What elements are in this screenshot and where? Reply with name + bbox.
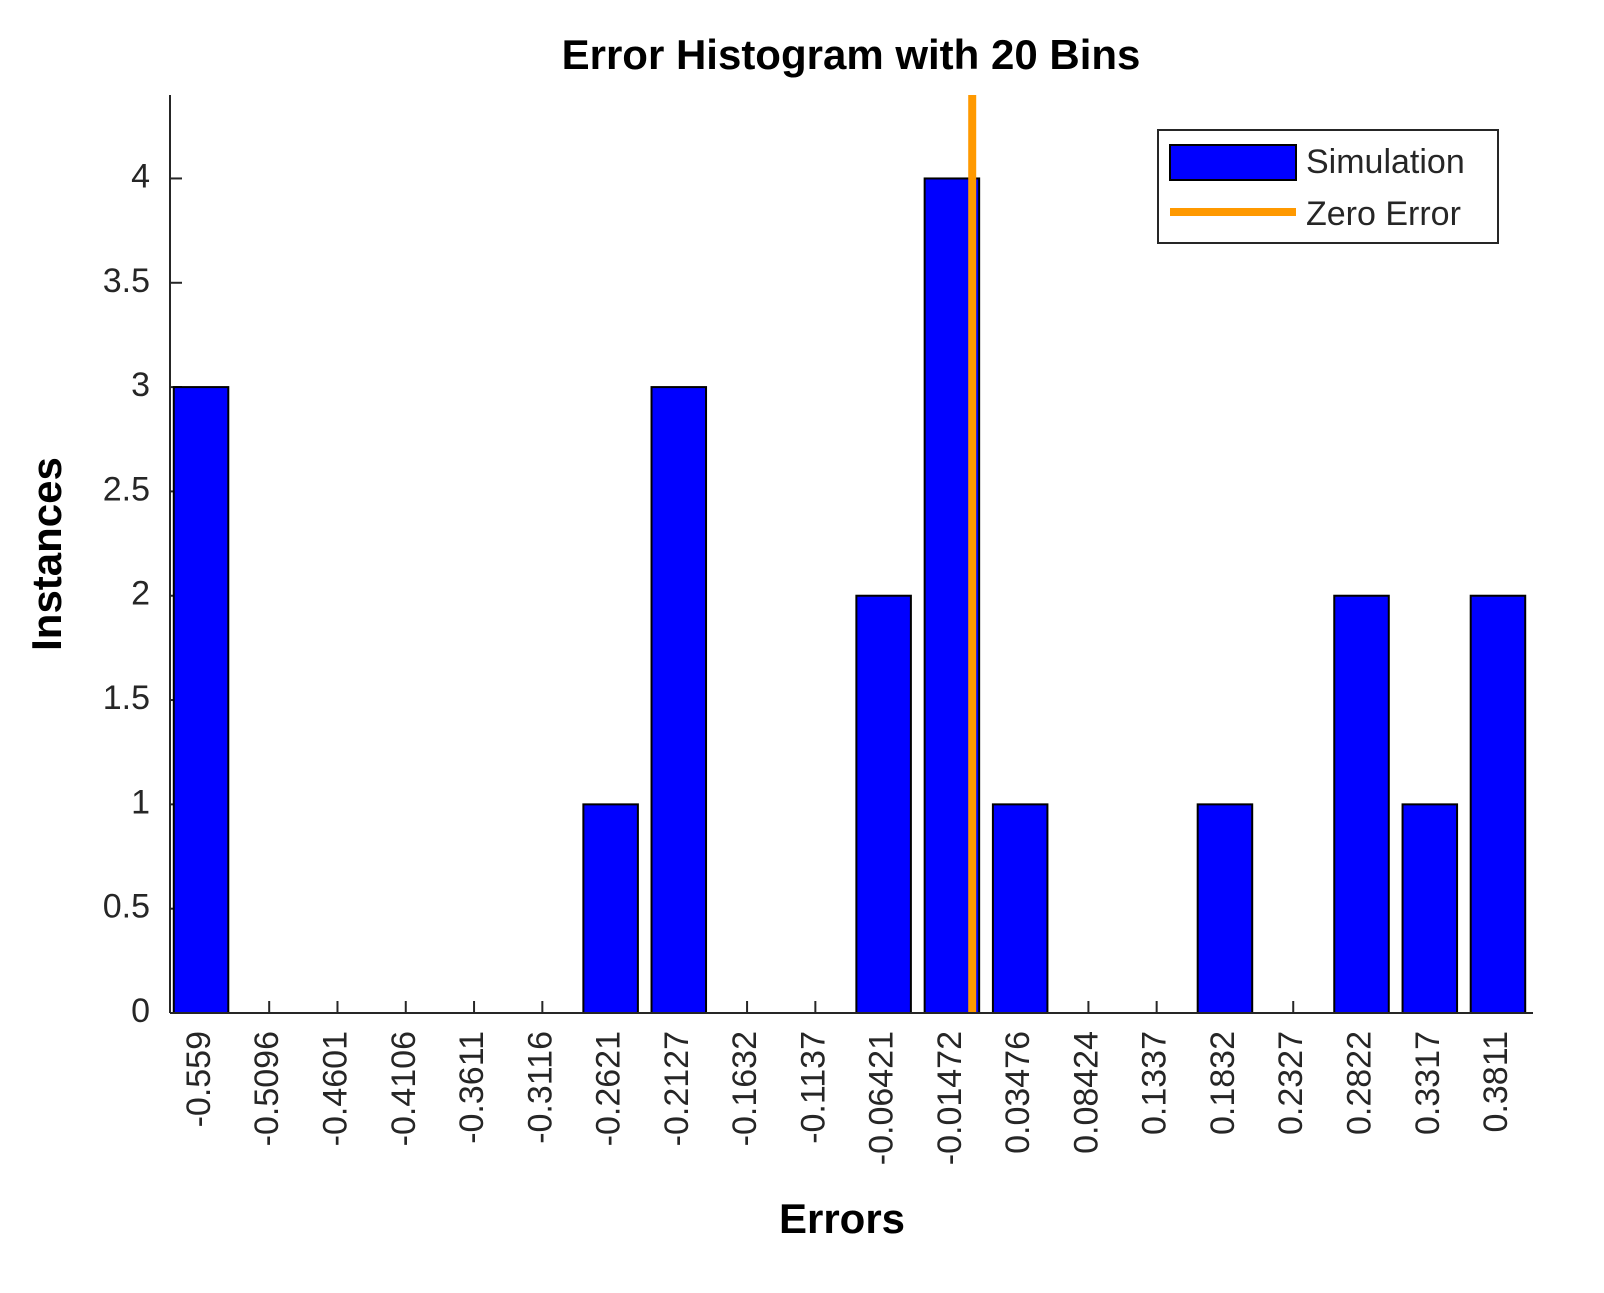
legend-label: Simulation [1306, 143, 1465, 181]
x-tick-label: 0.1337 [1136, 1031, 1174, 1135]
bar [582, 803, 639, 1015]
x-tick-label: -0.4106 [385, 1031, 423, 1146]
x-tick-label: -0.3611 [453, 1031, 491, 1144]
x-tick-label: -0.3116 [521, 1031, 559, 1144]
x-tick-label: -0.559 [180, 1031, 218, 1127]
x-tick-label: 0.2327 [1272, 1031, 1310, 1135]
x-tick-label: -0.4601 [316, 1031, 354, 1146]
y-tick-label: 2.5 [103, 470, 150, 508]
bar [1196, 803, 1254, 1015]
y-tick-label: 1.5 [103, 679, 150, 717]
x-tick-label: -0.5096 [248, 1031, 286, 1146]
bar [650, 386, 708, 1015]
x-tick-label: 0.1832 [1204, 1031, 1242, 1135]
x-tick-label: 0.08424 [1067, 1031, 1105, 1154]
x-tick-label: 0.2822 [1341, 1031, 1379, 1135]
y-tick-label: 3 [131, 366, 150, 404]
y-tick-label: 4 [131, 157, 150, 195]
x-tick-label: 0.3811 [1477, 1031, 1515, 1132]
legend-label: Zero Error [1306, 195, 1461, 233]
x-tick-label: -0.06421 [863, 1031, 901, 1165]
x-tick-label: 0.03476 [999, 1031, 1037, 1154]
y-tick-label: 0 [131, 992, 150, 1030]
bar [855, 594, 912, 1015]
x-tick-label: -0.1137 [794, 1031, 832, 1144]
x-axis-label: Errors [779, 1195, 905, 1242]
y-tick-label: 0.5 [103, 888, 150, 926]
y-tick-label: 1 [131, 783, 150, 821]
y-tick-label: 2 [131, 575, 150, 613]
x-tick-label: -0.2127 [658, 1031, 696, 1146]
x-tick-label: -0.1632 [726, 1031, 764, 1146]
bar [1469, 594, 1527, 1015]
y-tick-label: 3.5 [103, 262, 150, 300]
y-axis-label: Instances [23, 457, 70, 651]
x-tick-label: -0.01472 [931, 1031, 969, 1165]
legend-swatch [1169, 144, 1297, 181]
bar [172, 386, 230, 1015]
bar [991, 803, 1049, 1015]
bar [1401, 803, 1459, 1015]
bar [1333, 594, 1390, 1015]
chart-title: Error Histogram with 20 Bins [562, 31, 1141, 78]
x-tick-label: 0.3317 [1409, 1031, 1447, 1135]
x-tick-label: -0.2621 [590, 1031, 628, 1146]
